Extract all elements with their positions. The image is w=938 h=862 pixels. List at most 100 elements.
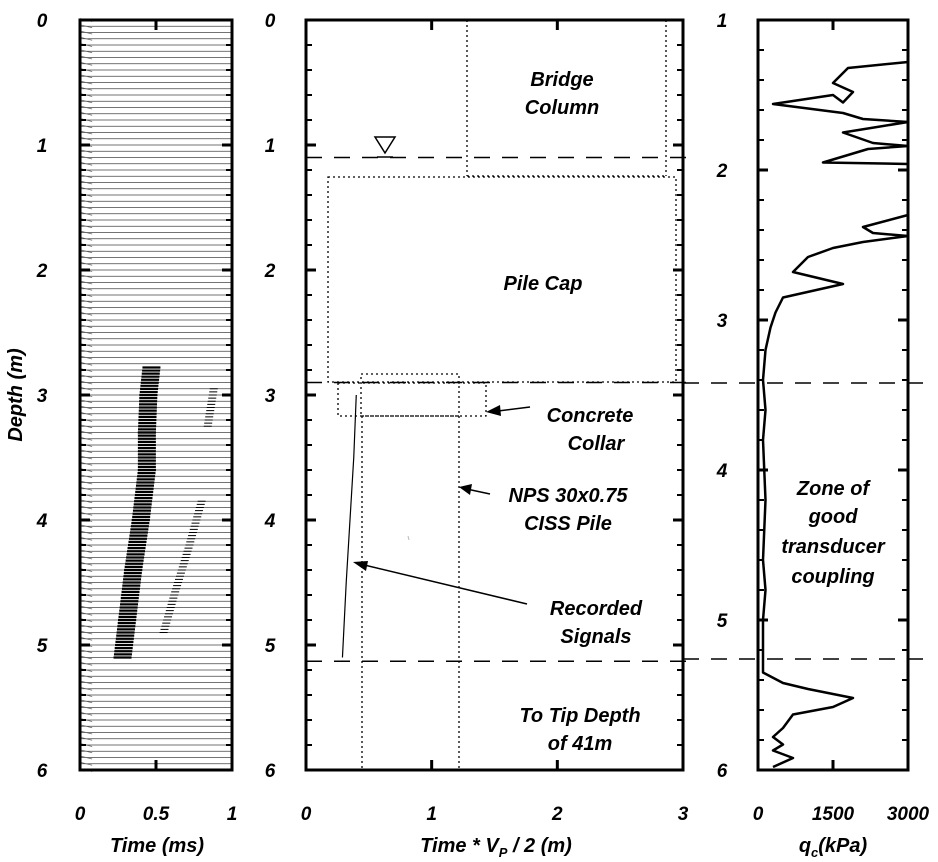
y-tick-label: 5: [37, 636, 48, 657]
y-tick-label: 5: [265, 636, 276, 657]
x-tick-label: 0: [753, 804, 764, 825]
concrete-collar-label-line1: Concrete: [547, 405, 634, 427]
trace-noise-mark: [79, 311, 93, 316]
pile-arrowhead: [459, 484, 472, 495]
trace-noise-mark: [79, 399, 93, 404]
trace-noise-mark: [79, 136, 93, 141]
trace-noise-mark: [79, 236, 93, 241]
trace-noise-mark: [79, 630, 93, 635]
coupling-zone-label-line4: coupling: [791, 566, 874, 588]
collar-arrowhead: [486, 405, 501, 416]
x-tick-label: 0: [301, 804, 312, 825]
trace-noise-mark: [79, 249, 93, 254]
trace-noise-mark: [79, 30, 93, 35]
trace-noise-mark: [79, 505, 93, 510]
coupling-zone-label-line1: Zone of: [796, 478, 872, 500]
trace-noise-mark: [79, 561, 93, 566]
signal-arrowhead: [353, 561, 368, 571]
trace-noise-mark: [79, 130, 93, 135]
trace-noise-mark: [79, 174, 93, 179]
y-tick-label: 3: [265, 386, 276, 407]
y-tick-label: 2: [264, 261, 276, 282]
trace-noise-mark: [79, 349, 93, 354]
concrete-collar-label-line2: Collar: [568, 433, 626, 455]
trace-noise-mark: [79, 24, 93, 29]
y-tick-label: 0: [37, 11, 48, 32]
y-tick-label: 4: [36, 511, 48, 532]
trace-noise-mark: [79, 155, 93, 160]
qc-axis-title: qc(kPa): [799, 835, 868, 860]
depth-axis-title: Depth (m): [5, 348, 27, 442]
trace-noise-mark: [79, 611, 93, 616]
trace-noise-mark: [79, 649, 93, 654]
pile-schematic-ticks: 0 1 2 3 4 5 6 0 1 2 3: [264, 11, 689, 825]
y-tick-label: 3: [37, 386, 48, 407]
x-tick-label: 1: [227, 804, 238, 825]
trace-noise-mark: [79, 636, 93, 641]
trace-noise-mark: [79, 224, 93, 229]
trace-noise-mark: [79, 305, 93, 310]
trace-noise-mark: [79, 486, 93, 491]
x-tick-label: 3000: [887, 804, 930, 825]
trace-noise-mark: [79, 661, 93, 666]
annotation-arrows: [355, 406, 531, 605]
seismic-traces-ticks: 0 1 2 3 4 5 6 0 0.5 1: [36, 11, 238, 825]
trace-noise-mark: [79, 286, 93, 291]
trace-noise-mark: [79, 686, 93, 691]
trace-noise-mark: [79, 574, 93, 579]
trace-noise-mark: [79, 711, 93, 716]
coupling-zone-lines: [683, 382, 930, 660]
trace-noise-mark: [79, 530, 93, 535]
trace-noise-mark: [79, 624, 93, 629]
seismic-traces-panel: 0 1 2 3 4 5 6 0 0.5 1 Depth (m) Time (ms): [5, 11, 237, 857]
trace-noise-mark: [79, 461, 93, 466]
recorded-signals-label-line2: Signals: [560, 626, 631, 648]
trace-noise-mark: [79, 674, 93, 679]
depth-reference-lines: [306, 156, 695, 662]
annotation-arrowheads: [353, 405, 501, 571]
trace-noise-mark: [79, 480, 93, 485]
y-tick-label: 5: [717, 611, 728, 632]
structure-outlines: [327, 20, 677, 770]
trace-noise-mark: [79, 386, 93, 391]
trace-noise-mark: [79, 536, 93, 541]
pile-cap-label: Pile Cap: [504, 273, 583, 295]
trace-noise-mark: [79, 405, 93, 410]
trace-noise-mark: [79, 549, 93, 554]
bridge-column-label-line2: Column: [525, 97, 599, 119]
tip-depth-label-line1: To Tip Depth: [519, 705, 640, 727]
trace-noise-mark: [79, 255, 93, 260]
trace-noise-mark: [79, 280, 93, 285]
trace-noise-mark: [79, 749, 93, 754]
y-tick-label: 1: [265, 136, 276, 157]
trace-noise-mark: [79, 680, 93, 685]
trace-noise-mark: [79, 555, 93, 560]
y-tick-label: 6: [717, 761, 728, 782]
y-tick-label: 3: [717, 311, 728, 332]
trace-noise-mark: [79, 730, 93, 735]
trace-noise-mark: [79, 374, 93, 379]
trace-noise-mark: [79, 330, 93, 335]
trace-noise-mark: [79, 324, 93, 329]
y-tick-label: 4: [716, 461, 728, 482]
y-tick-label: 2: [716, 161, 728, 182]
water-table-icon: [373, 136, 397, 155]
trace-noise-mark: [79, 761, 93, 766]
y-tick-label: 1: [37, 136, 48, 157]
pile-cap-outline: [327, 176, 677, 383]
trace-noise-mark: [79, 586, 93, 591]
trace-noise-mark: [79, 299, 93, 304]
trace-noise-mark: [79, 205, 93, 210]
signal-arrow: [355, 562, 528, 605]
trace-noise-mark: [79, 49, 93, 54]
recorded-signal-trace: [341, 394, 357, 658]
trace-noise-mark: [79, 655, 93, 660]
trace-noise-mark: [79, 36, 93, 41]
y-tick-label: 1: [717, 11, 728, 32]
pile-schematic-panel: Bridge Column Pile Cap Concrete Collar N…: [264, 11, 695, 860]
trace-noise-mark: [79, 99, 93, 104]
trace-noise-mark: [79, 199, 93, 204]
trace-noise-mark: [79, 230, 93, 235]
y-tick-label: 6: [265, 761, 276, 782]
